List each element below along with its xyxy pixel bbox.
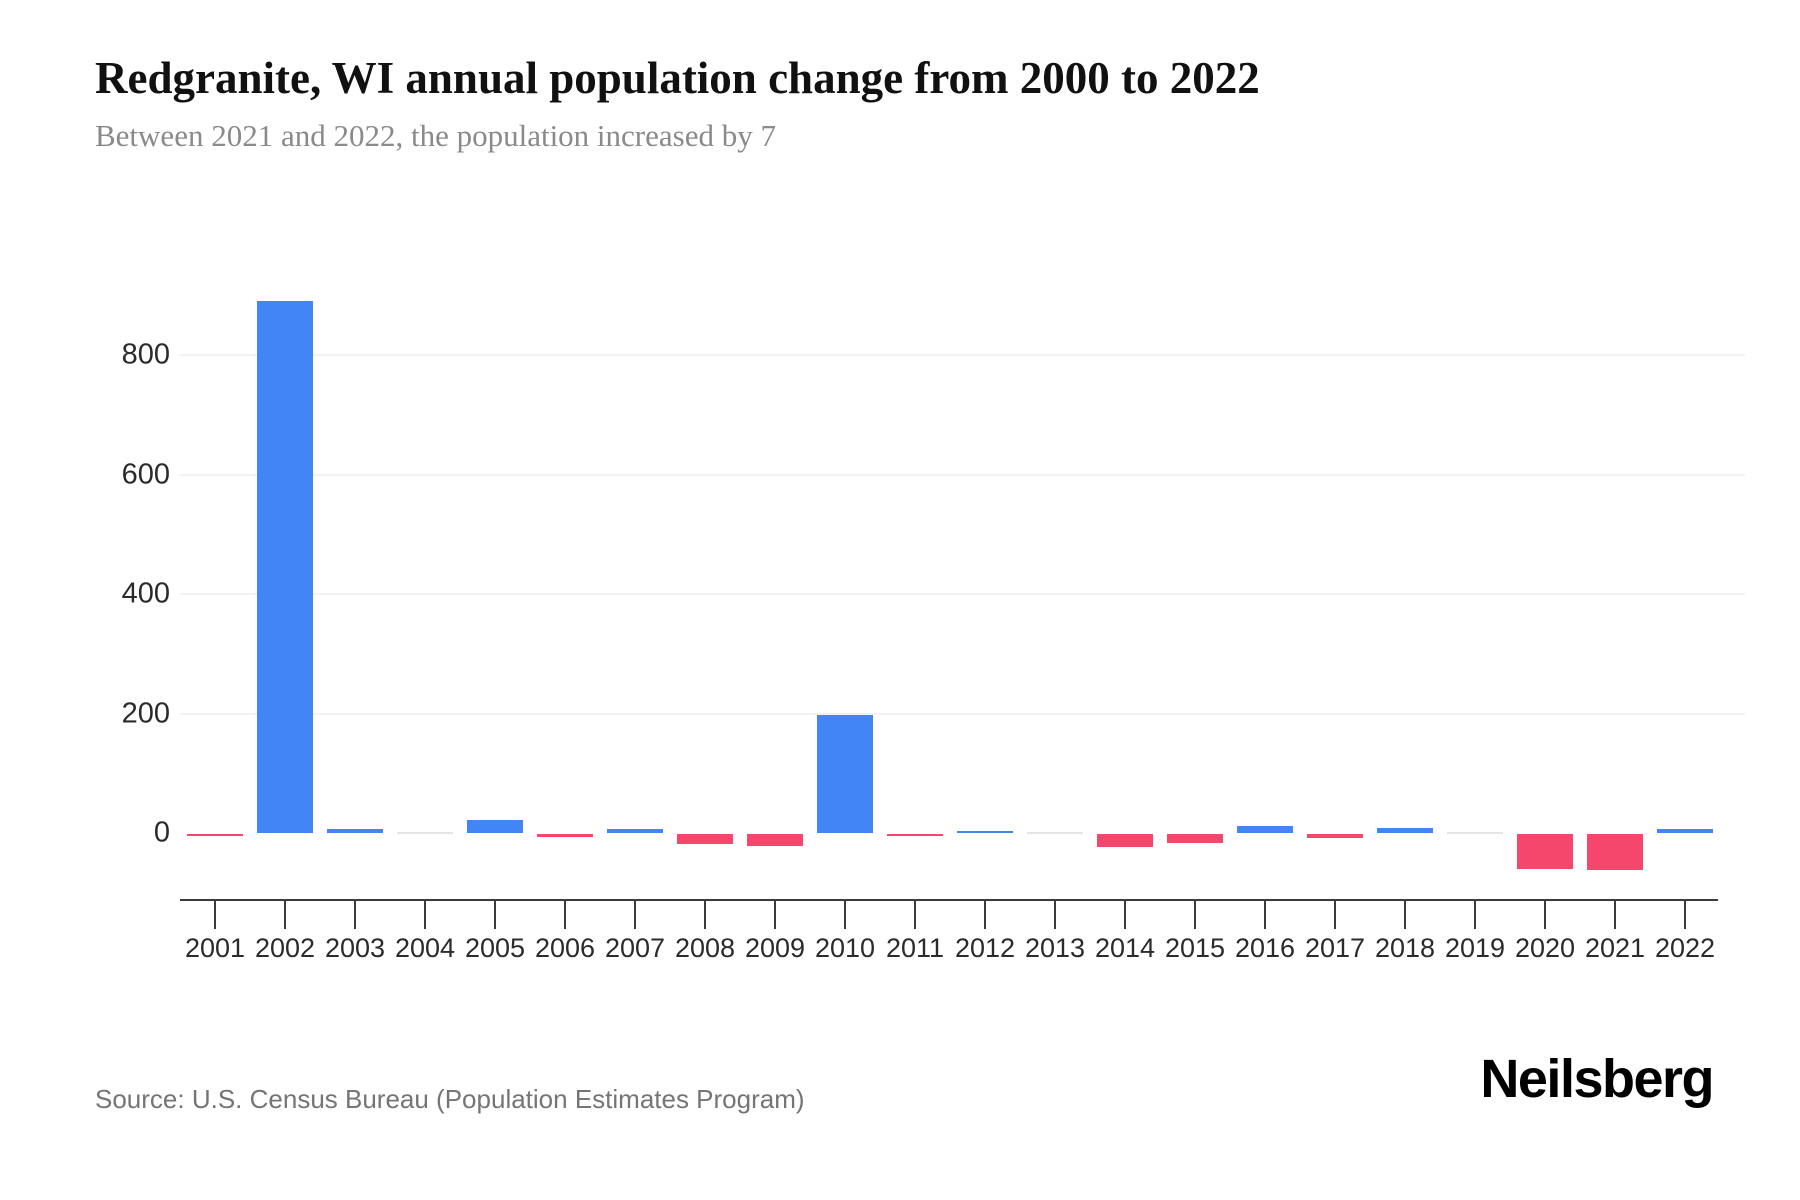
x-axis-tick-2017 [1334,900,1336,929]
gridline-400 [180,593,1745,595]
x-axis-tick-2015 [1194,900,1196,929]
x-axis-label-2004: 2004 [394,933,456,963]
bar-2002 [257,301,313,833]
x-axis-tick-2007 [634,900,636,929]
gridline-600 [180,473,1745,476]
x-axis-tick-2021 [1614,900,1616,929]
y-axis-label-400: 400 [121,577,170,610]
bar-chart-plot-area: 0 200 400 600 800 2001 2002 2003 2004 2005 2006 200… [121,301,1745,963]
x-axis-label-2001: 2001 [184,933,246,963]
x-axis-label-2007: 2007 [604,933,666,963]
x-axis-tick-2001 [214,900,216,929]
bar-2019 [1447,832,1503,834]
bar-2009 [747,834,803,846]
x-axis-label-2014: 2014 [1094,933,1156,963]
bar-2014 [1097,834,1153,847]
bar-2004 [397,832,453,834]
x-axis-label-2017: 2017 [1304,933,1366,963]
y-axis-label-600: 600 [121,458,170,490]
x-axis-label-2009: 2009 [744,933,806,963]
x-axis-tick-2004 [424,900,426,929]
bar-2021 [1587,834,1643,870]
chart-subtitle: Between 2021 and 2022, the population in… [95,118,776,153]
x-axis-label-2016: 2016 [1234,933,1296,963]
x-axis-tick-2016 [1264,900,1266,929]
bar-2005 [467,819,523,833]
source-note: Source: U.S. Census Bureau (Population E… [95,1084,805,1114]
y-axis-label-800: 800 [121,338,170,371]
x-axis-tick-2020 [1544,900,1546,929]
x-axis-tick-2012 [984,900,986,929]
x-axis-tick-2003 [354,900,356,929]
gridline-200 [180,712,1745,715]
x-axis-label-2008: 2008 [674,933,736,963]
x-axis-label-2020: 2020 [1514,933,1576,963]
x-axis-label-2003: 2003 [324,933,386,963]
x-axis-label-2010: 2010 [814,933,876,963]
x-axis-label-2021: 2021 [1584,933,1646,963]
x-axis-tick-2014 [1124,900,1126,929]
x-axis-line [180,899,1718,901]
x-axis-label-2002: 2002 [254,933,316,963]
y-axis-label-0: 0 [153,816,170,849]
bar-2008 [677,834,733,844]
bar-2011 [887,834,943,836]
bar-2017 [1307,834,1363,839]
x-axis-tick-2005 [494,900,496,929]
gridline-800 [180,354,1745,356]
x-axis-tick-2002 [284,900,286,929]
x-axis-label-2019: 2019 [1444,933,1506,963]
bar-2018 [1377,828,1433,833]
x-axis-tick-2018 [1404,900,1406,929]
x-axis-tick-2008 [704,900,706,929]
x-axis-label-2022: 2022 [1654,933,1716,963]
bar-2013 [1027,832,1083,834]
bar-2003 [327,828,383,833]
x-axis-tick-2009 [774,900,776,929]
neilsberg-logo: Neilsberg [1480,1049,1714,1109]
x-axis-label-2011: 2011 [885,933,945,963]
x-axis-label-2018: 2018 [1374,933,1436,963]
bar-2001 [187,834,243,836]
bar-2012 [957,831,1013,833]
x-axis-label-2012: 2012 [954,933,1016,963]
x-axis-label-2015: 2015 [1164,933,1226,963]
bar-2015 [1167,834,1223,843]
y-axis-label-200: 200 [121,697,170,729]
x-axis-tick-2006 [564,900,566,929]
x-axis-label-2006: 2006 [534,933,596,963]
x-axis-label-2013: 2013 [1024,933,1086,963]
bar-2016 [1237,826,1293,833]
x-axis-tick-2011 [914,900,916,929]
bar-2006 [537,834,593,837]
x-axis-tick-2019 [1474,900,1476,929]
bar-2010 [817,715,873,833]
x-axis-label-2005: 2005 [464,933,526,963]
bar-2007 [607,829,663,833]
bar-2022 [1657,828,1713,833]
x-axis-tick-2013 [1054,900,1056,929]
chart-title: Redgranite, WI annual population change … [95,53,1260,103]
bar-2020 [1517,834,1573,870]
x-axis-tick-2010 [844,900,846,929]
x-axis-tick-2022 [1684,900,1686,929]
